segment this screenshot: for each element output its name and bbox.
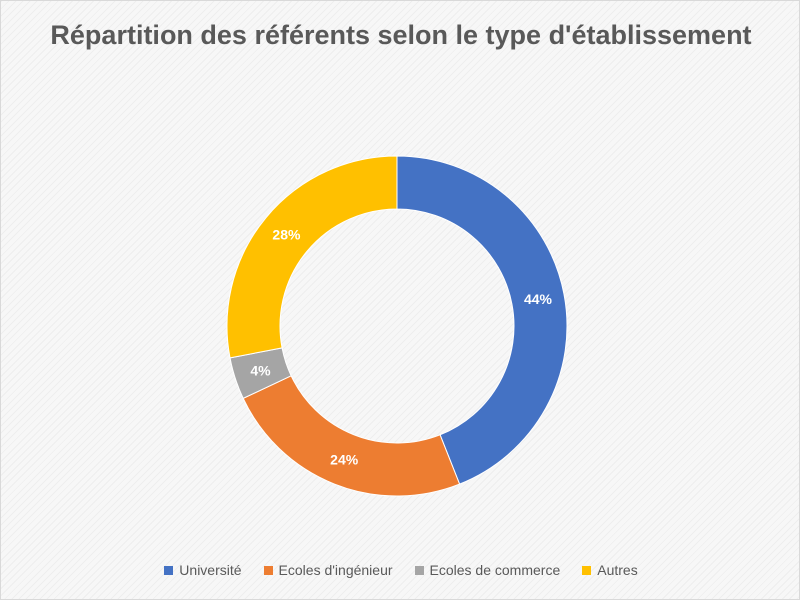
legend-label-universite: Université bbox=[179, 562, 242, 578]
legend-label-autres: Autres bbox=[597, 562, 638, 578]
slice-autres bbox=[226, 155, 398, 359]
legend-label-ecoles-ingenieur: Ecoles d'ingénieur bbox=[278, 562, 393, 578]
data-label-ecoles-ingenieur: 24% bbox=[330, 451, 359, 467]
legend-item-autres: Autres bbox=[582, 562, 638, 578]
legend-item-universite: Université bbox=[164, 562, 242, 578]
legend: Université Ecoles d'ingénieur Ecoles de co… bbox=[1, 562, 800, 578]
chart-title: Répartition des référents selon le type … bbox=[50, 20, 752, 50]
slice-universite bbox=[396, 155, 568, 485]
legend-item-ecoles-commerce: Ecoles de commerce bbox=[414, 562, 561, 578]
slice-ecoles-ingenieur bbox=[242, 375, 461, 497]
data-label-ecoles-commerce: 4% bbox=[250, 362, 271, 378]
legend-label-ecoles-commerce: Ecoles de commerce bbox=[429, 562, 561, 578]
data-label-autres: 28% bbox=[272, 227, 301, 243]
legend-swatch-ecoles-commerce bbox=[414, 565, 424, 575]
legend-item-ecoles-ingenieur: Ecoles d'ingénieur bbox=[263, 562, 393, 578]
legend-swatch-ecoles-ingenieur bbox=[263, 565, 273, 575]
legend-swatch-autres bbox=[582, 565, 592, 575]
legend-swatch-universite bbox=[164, 565, 174, 575]
data-label-universite: 44% bbox=[524, 291, 553, 307]
